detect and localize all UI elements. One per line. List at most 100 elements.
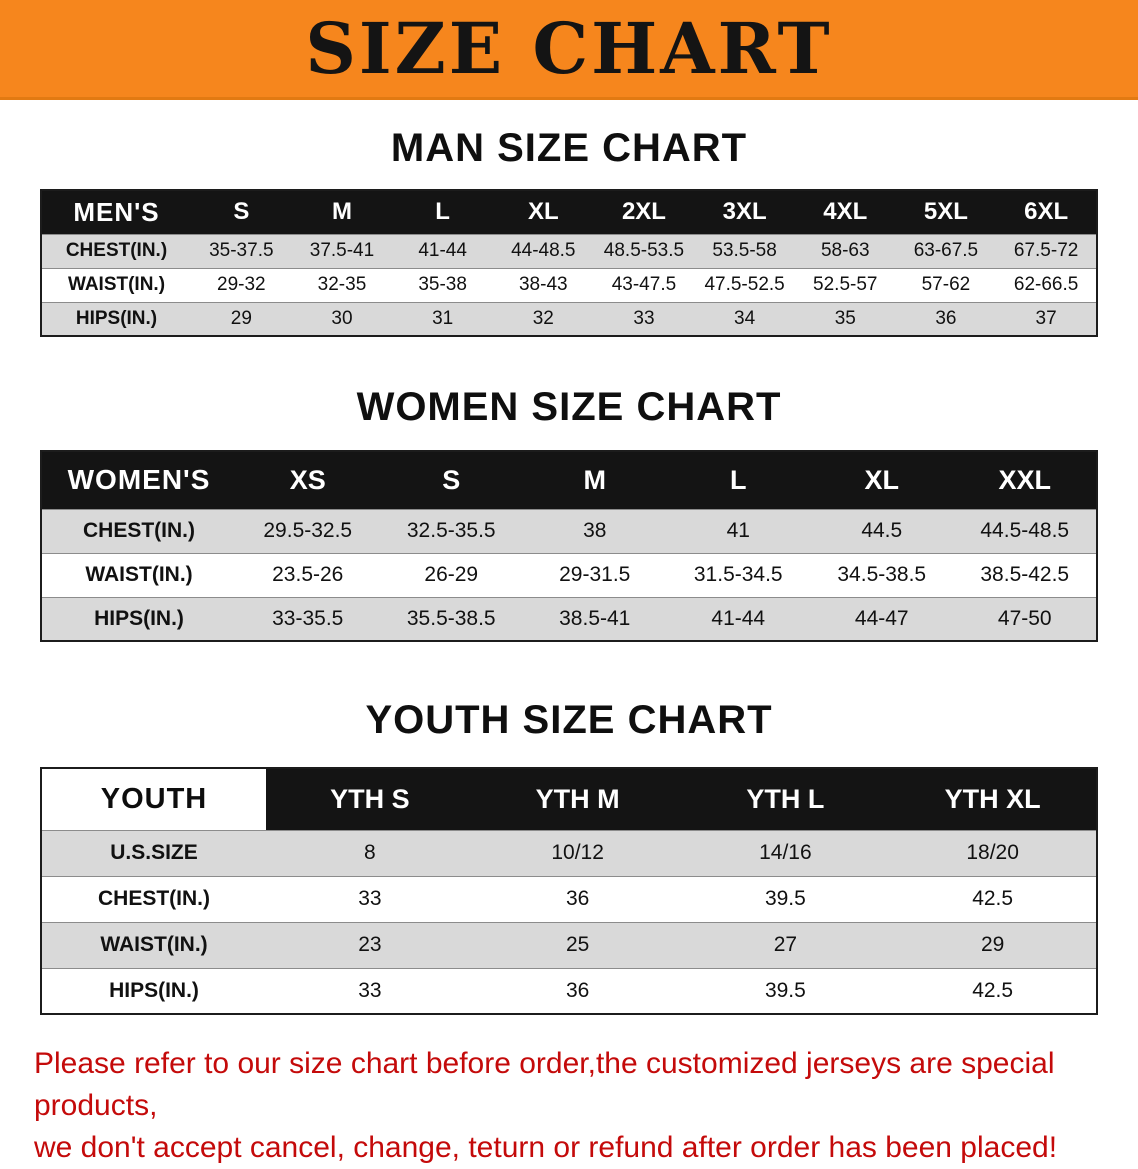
size-column-header: 6XL [996, 190, 1097, 234]
size-value-cell: 34.5-38.5 [837, 563, 927, 586]
size-value-cell: 44-47 [854, 606, 909, 630]
size-value-cell: 32.5-35.5 [406, 519, 496, 542]
size-value-cell: 30 [331, 307, 353, 329]
size-column-header: 3XL [694, 190, 795, 234]
size-column-header: L [666, 451, 810, 509]
size-value-cell: 35-37.5 [209, 240, 274, 261]
table-row: CHEST(IN.) 35-37.5 37.5-41 41-44 44-48.5 48.5… [41, 234, 1097, 268]
size-value-cell: 67.5-72 [1013, 240, 1079, 261]
size-value-cell: 32-35 [317, 274, 367, 295]
table-row: CHEST(IN.) 29.5-32.5 32.5-35.5 38 41 44.5 44.5… [41, 509, 1097, 553]
table-header-row: MEN'S S M L XL 2XL 3XL 4XL 5XL 6XL [41, 190, 1097, 234]
row-label: HIPS(IN.) [75, 307, 158, 329]
banner: SIZE CHART [0, 0, 1138, 100]
size-value-cell: 44.5-48.5 [980, 519, 1070, 542]
size-value-cell: 44-48.5 [511, 240, 576, 261]
table-row: WAIST(IN.) 23 25 27 29 [41, 922, 1097, 968]
size-value-cell: 41-44 [711, 606, 766, 630]
table-row: HIPS(IN.) 29 30 31 32 33 34 35 36 37 [41, 302, 1097, 336]
page-title: SIZE CHART [305, 7, 833, 90]
size-value-cell: 35 [834, 307, 856, 329]
table-row: CHEST(IN.) 33 36 39.5 42.5 [41, 876, 1097, 922]
size-column-header: XS [236, 451, 380, 509]
size-column-header: S [191, 190, 292, 234]
size-value-cell: 29-32 [217, 274, 266, 295]
size-value-cell: 32 [532, 307, 554, 329]
size-column-header: 4XL [794, 190, 896, 234]
size-value-cell: 48.5-53.5 [603, 240, 685, 261]
size-column-header: M [523, 451, 667, 509]
size-value-cell: 41-44 [418, 240, 467, 261]
table-row: WAIST(IN.) 29-32 32-35 35-38 38-43 43-47.5 47.… [41, 268, 1097, 302]
size-value-cell: 31 [432, 307, 454, 329]
size-column-header: YTH S [266, 768, 474, 830]
size-value-cell: 38.5-42.5 [980, 563, 1070, 586]
table-corner-label: WOMEN'S [41, 451, 236, 509]
size-value-cell: 62-66.5 [1013, 274, 1079, 295]
women-section-heading: WOMEN SIZE CHART [356, 385, 782, 429]
men-section: MAN SIZE CHART MEN'S S M L XL 2XL 3XL 4XL 5XL 6XL… [0, 126, 1138, 337]
table-row: WAIST(IN.) 23.5-26 26-29 29-31.5 31.5-34.5 34… [41, 553, 1097, 597]
size-value-cell: 10/12 [551, 841, 604, 864]
row-label: HIPS(IN.) [109, 978, 199, 1002]
size-value-cell: 23.5-26 [272, 563, 344, 586]
row-label: CHEST(IN.) [98, 887, 210, 910]
table-row: U.S.SIZE 8 10/12 14/16 18/20 [41, 830, 1097, 876]
size-value-cell: 35-38 [418, 274, 467, 295]
size-value-cell: 52.5-57 [813, 274, 878, 295]
size-column-header: L [392, 190, 493, 234]
size-value-cell: 29 [230, 307, 252, 329]
footer-notice: Please refer to our size chart before or… [34, 1043, 1100, 1169]
size-value-cell: 35.5-38.5 [406, 606, 496, 630]
size-value-cell: 38-43 [518, 274, 568, 295]
size-column-header: M [291, 190, 393, 234]
table-corner-label: YOUTH [41, 768, 266, 830]
size-value-cell: 33 [358, 978, 382, 1002]
size-column-header: XL [810, 451, 954, 509]
row-label: CHEST(IN.) [65, 240, 168, 261]
size-column-header: 5XL [895, 190, 997, 234]
size-value-cell: 37 [1035, 307, 1057, 329]
row-label: U.S.SIZE [110, 841, 198, 864]
size-value-cell: 14/16 [759, 841, 812, 864]
size-column-header: 2XL [593, 190, 695, 234]
size-value-cell: 39.5 [764, 978, 806, 1002]
youth-section-heading: YOUTH SIZE CHART [365, 698, 773, 742]
size-value-cell: 47.5-52.5 [704, 274, 785, 295]
size-value-cell: 43-47.5 [611, 274, 677, 295]
table-header-row: YOUTH YTH S YTH M YTH L YTH XL [41, 768, 1097, 830]
youth-size-table: YOUTH YTH S YTH M YTH L YTH XL U.S.SIZE 8 10/12… [40, 767, 1098, 1015]
size-value-cell: 63-67.5 [913, 240, 979, 261]
size-value-cell: 18/20 [966, 841, 1019, 864]
size-column-header: XXL [953, 451, 1097, 509]
size-value-cell: 37.5-41 [309, 240, 375, 261]
size-column-header: YTH XL [889, 768, 1097, 830]
size-value-cell: 29.5-32.5 [263, 519, 353, 542]
size-column-header: S [379, 451, 523, 509]
size-value-cell: 29-31.5 [559, 563, 631, 586]
size-value-cell: 34 [734, 307, 756, 329]
size-value-cell: 38 [583, 519, 607, 542]
size-value-cell: 33-35.5 [272, 606, 344, 630]
size-value-cell: 39.5 [764, 887, 806, 910]
row-label: CHEST(IN.) [83, 519, 195, 542]
notice-line-2: we don't accept cancel, change, teturn o… [34, 1131, 1058, 1164]
table-row: HIPS(IN.) 33-35.5 35.5-38.5 38.5-41 41-44 44-… [41, 597, 1097, 641]
size-value-cell: 42.5 [972, 887, 1014, 910]
men-size-table: MEN'S S M L XL 2XL 3XL 4XL 5XL 6XL CHEST(IN.) 35-37… [40, 189, 1098, 337]
size-value-cell: 23 [358, 933, 382, 956]
table-corner-label: MEN'S [41, 190, 191, 234]
size-value-cell: 36 [565, 978, 590, 1002]
row-label: WAIST(IN.) [100, 933, 208, 956]
table-row: HIPS(IN.) 33 36 39.5 42.5 [41, 968, 1097, 1014]
youth-section: YOUTH SIZE CHART YOUTH YTH S YTH M YTH L YTH… [0, 698, 1138, 1015]
size-value-cell: 38.5-41 [559, 606, 631, 630]
size-value-cell: 42.5 [972, 978, 1014, 1002]
size-column-header: YTH M [473, 768, 682, 830]
size-value-cell: 44.5 [861, 519, 903, 542]
size-value-cell: 26-29 [424, 563, 479, 586]
size-value-cell: 8 [364, 841, 376, 864]
size-column-header: XL [492, 190, 594, 234]
size-value-cell: 33 [633, 307, 655, 329]
